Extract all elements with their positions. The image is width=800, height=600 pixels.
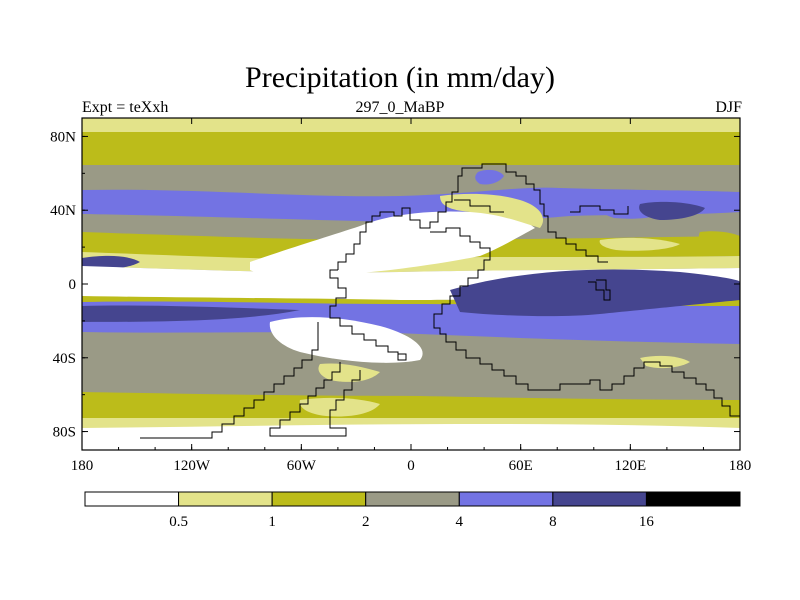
pangaea-south-dry-fringe	[318, 363, 380, 382]
colorbar-label: 8	[549, 514, 557, 530]
experiment-label: Expt = teXxh	[82, 99, 169, 116]
south-tropic-dark-core	[82, 305, 300, 322]
pangaea-south-dry	[269, 317, 423, 363]
colorbar-swatch	[178, 491, 273, 507]
colorbar-label: 4	[456, 514, 464, 530]
western-inlet-outline	[454, 199, 504, 213]
south-lightyellow-patch	[299, 397, 380, 417]
colorbar-swatch	[645, 491, 741, 507]
season-label: DJF	[715, 99, 742, 116]
colorbar-label: 2	[362, 514, 370, 530]
tethys-lightyellow-patch	[599, 237, 680, 251]
pangaea-north-dry-fringe	[440, 193, 544, 228]
x-tick-label: 180	[71, 458, 94, 474]
colorbar-swatch	[552, 491, 647, 507]
colorbar-label: 1	[268, 514, 276, 530]
east-tethys-yellow-patch	[698, 231, 740, 250]
continent-outlines	[140, 163, 740, 439]
y-tick-label: 40S	[53, 351, 76, 367]
x-tick-label: 60W	[287, 458, 317, 474]
map-field	[82, 118, 740, 450]
colorbar-swatch	[84, 491, 180, 507]
colorbar-swatch	[458, 491, 554, 507]
colorbar: 0.5 1 2 4 8 16	[84, 491, 741, 530]
pangaea-north-outline	[337, 163, 608, 270]
y-tick-label: 40N	[50, 203, 76, 219]
band-south-gray	[82, 332, 740, 401]
colorbar-label: 16	[639, 514, 655, 530]
tethys-islands-outline	[570, 205, 629, 215]
y-tick-label: 80S	[53, 425, 76, 441]
interior-lake-outline	[588, 279, 611, 301]
x-tick-label: 120W	[173, 458, 211, 474]
chart-title: Precipitation (in mm/day)	[245, 61, 555, 94]
south-subcontinent-outline	[269, 362, 361, 437]
y-tick-label: 80N	[50, 129, 76, 145]
colorbar-label: 0.5	[169, 514, 188, 530]
x-axis: 180 120W 60W 0 60E 120E 180	[71, 118, 752, 474]
colorbar-swatch	[365, 491, 460, 507]
y-tick-label: 0	[69, 277, 77, 293]
indo-pacific-dark-core	[450, 269, 740, 317]
south-lightyellow-east	[640, 355, 690, 369]
north-pacific-dark-blue	[82, 255, 140, 270]
y-axis: 80N 40N 0 40S 80S	[50, 129, 740, 441]
siberia-blue-patch	[475, 169, 504, 185]
pangaea-equator-outline	[329, 269, 407, 361]
x-tick-label: 120E	[614, 458, 646, 474]
x-tick-label: 0	[407, 458, 415, 474]
x-tick-label: 60E	[509, 458, 533, 474]
colorbar-swatch	[271, 491, 367, 507]
inland-basin-outline	[430, 227, 740, 417]
pangaea-north-dry	[250, 211, 535, 277]
band-antarctic-dry	[82, 423, 740, 450]
band-north-storm-blue	[82, 187, 740, 223]
south-continent-outline	[140, 322, 319, 439]
tethys-dark-blue-patch	[639, 201, 705, 220]
period-label: 297_0_MaBP	[355, 99, 445, 116]
x-tick-label: 180	[729, 458, 752, 474]
